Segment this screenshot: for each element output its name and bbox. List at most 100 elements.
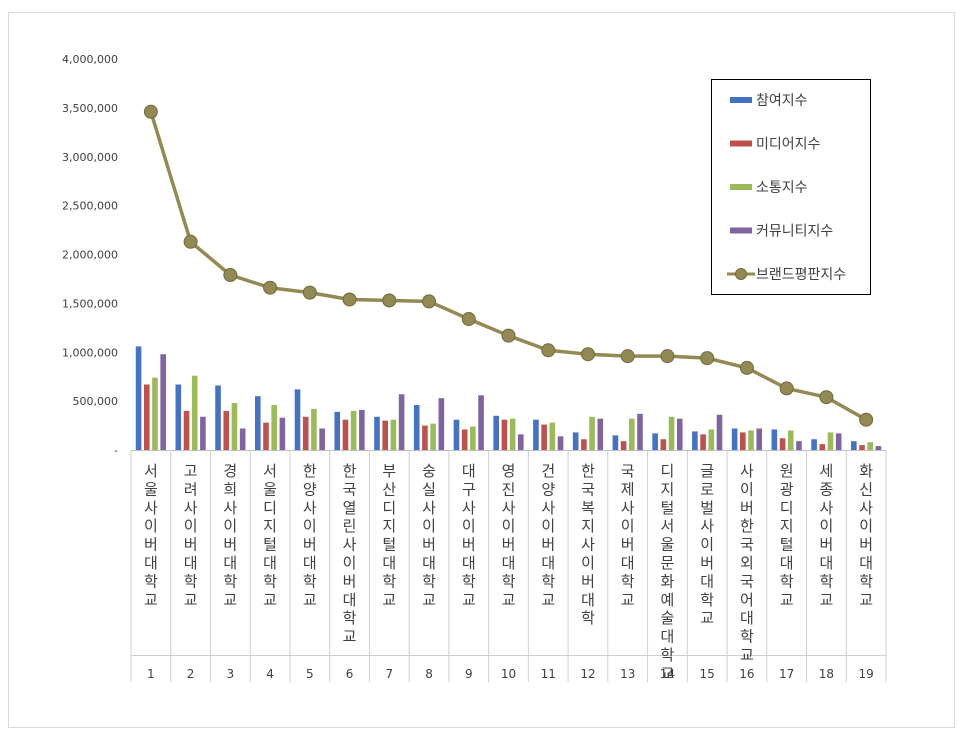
- rank-label: 18: [819, 667, 834, 681]
- x-axis-table: 서 울 사 이 버 대 학 교 1 고 려 사 이 버 대 학 교 2 경 희 사 이 버 대 학 교 3 서 울 디 지 털 대 학 교 4 한 양 사 이…: [130, 450, 887, 682]
- bar: [859, 445, 865, 450]
- y-tick-label: 3,500,000: [62, 102, 118, 115]
- bar: [835, 433, 842, 450]
- bar: [200, 416, 206, 450]
- line-point: [263, 280, 278, 295]
- line-layer: [143, 104, 874, 427]
- bar: [279, 417, 286, 450]
- line-point: [779, 381, 794, 396]
- bar: [541, 424, 547, 450]
- line-point: [183, 234, 198, 249]
- line-point: [422, 294, 437, 309]
- y-tick-label: 2,000,000: [62, 249, 118, 262]
- legend-swatch: [730, 184, 752, 190]
- rank-label: 9: [465, 667, 473, 681]
- line-point: [819, 390, 834, 405]
- bar: [827, 432, 834, 450]
- bar: [589, 416, 595, 450]
- bar: [152, 377, 158, 450]
- bar: [660, 439, 667, 450]
- rank-label: 2: [187, 667, 195, 681]
- bar: [215, 385, 221, 450]
- line-point: [143, 104, 158, 119]
- bar: [263, 422, 269, 450]
- bar: [779, 438, 786, 450]
- bar: [771, 429, 778, 450]
- bar: [422, 425, 428, 450]
- bar: [461, 429, 468, 450]
- bar: [398, 394, 405, 450]
- line-point: [382, 293, 397, 308]
- rank-label: 4: [266, 667, 274, 681]
- y-tick-label: 2,500,000: [62, 200, 118, 213]
- bar: [191, 375, 198, 450]
- bar: [811, 439, 817, 450]
- bar: [637, 413, 643, 450]
- line-point: [700, 351, 715, 366]
- bar: [183, 410, 190, 450]
- bar: [518, 434, 524, 450]
- line-point: [620, 349, 635, 364]
- bar: [716, 414, 723, 450]
- bar: [756, 428, 763, 450]
- line-point: [859, 412, 874, 427]
- rank-label: 19: [858, 667, 873, 681]
- bar: [748, 430, 754, 450]
- bar: [302, 416, 309, 450]
- bar: [700, 434, 706, 450]
- y-tick-label: 1,500,000: [62, 297, 118, 310]
- bar: [374, 416, 380, 450]
- rank-label: 13: [620, 667, 635, 681]
- bar: [478, 395, 484, 450]
- line-point: [223, 268, 238, 283]
- bar: [143, 384, 150, 450]
- rank-label: 7: [385, 667, 393, 681]
- bar: [796, 441, 802, 450]
- rank-label: 17: [779, 667, 794, 681]
- rank-label: 12: [580, 667, 595, 681]
- rank-label: 16: [739, 667, 754, 681]
- legend-label: 미디어지수: [756, 137, 821, 153]
- line-point: [541, 343, 556, 358]
- bar: [430, 423, 436, 450]
- y-axis-labels: - 500,000 1,000,000 1,500,000 2,000,000 2,500…: [62, 53, 118, 457]
- rank-label: 8: [425, 667, 433, 681]
- bar: [254, 396, 261, 450]
- bar: [319, 428, 325, 450]
- bar: [239, 428, 246, 450]
- bar: [271, 405, 277, 450]
- bar: [334, 411, 341, 450]
- rank-label: 3: [227, 667, 235, 681]
- legend-label: 소통지수: [756, 180, 808, 196]
- bar: [175, 384, 182, 450]
- bar: [438, 398, 445, 450]
- legend-label: 브랜드평판지수: [756, 267, 846, 283]
- bar: [851, 441, 857, 450]
- y-tick-label: 500,000: [73, 395, 119, 408]
- bar: [581, 439, 587, 450]
- y-tick-label: 3,000,000: [62, 151, 118, 164]
- legend-label: 커뮤니티지수: [756, 224, 833, 240]
- legend-swatch: [730, 97, 752, 103]
- bar: [390, 419, 397, 450]
- rank-label: 14: [660, 667, 675, 681]
- line-point: [302, 285, 317, 300]
- bar: [572, 432, 579, 450]
- y-tick-label: 4,000,000: [62, 53, 118, 66]
- bar: [294, 389, 301, 450]
